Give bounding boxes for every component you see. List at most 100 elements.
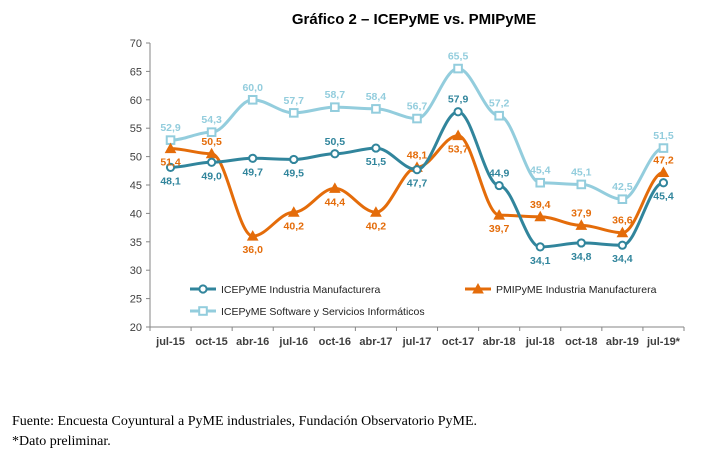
- square-marker: [576, 179, 587, 190]
- data-label: 34,4: [612, 253, 633, 265]
- data-label: 57,7: [284, 95, 305, 107]
- square-marker: [453, 63, 463, 74]
- data-labels: 48,1 51,4 52,9 49,0 50,5 54,3 49,7 36,0 60,0 49,5…: [160, 51, 674, 267]
- y-tick-label: 50: [130, 152, 142, 164]
- x-tick-label: abr-16: [236, 336, 269, 348]
- triangle-marker: [164, 142, 177, 154]
- y-tick-label: 35: [130, 237, 142, 249]
- source-footnote: Fuente: Encuesta Coyuntural a PyME indus…: [12, 414, 478, 429]
- data-label: 39,4: [530, 199, 551, 211]
- square-marker: [617, 194, 628, 204]
- y-tick-label: 45: [130, 180, 142, 192]
- y-tick-label: 65: [130, 66, 142, 78]
- data-label: 58,7: [325, 89, 346, 101]
- data-label: 36,6: [612, 215, 633, 227]
- circle-marker: [248, 153, 258, 163]
- data-label: 57,2: [489, 98, 510, 110]
- data-label: 58,4: [366, 91, 387, 103]
- data-label: 51,4: [160, 157, 181, 169]
- circle-marker: [371, 143, 381, 153]
- square-marker: [658, 143, 669, 153]
- y-tick-label: 70: [130, 38, 142, 50]
- data-label: 45,1: [571, 166, 592, 178]
- y-tick-label: 25: [130, 294, 142, 306]
- y-tick-label: 30: [130, 265, 142, 277]
- triangle-marker: [657, 166, 670, 178]
- legend-item: ICEPyME Software y Servicios Informático…: [190, 306, 425, 318]
- data-label: 44,4: [325, 196, 346, 208]
- x-tick-label: jul-18: [525, 336, 555, 348]
- legend-label: ICEPyME Industria Manufacturera: [221, 284, 380, 296]
- preliminary-footnote: *Dato preliminar.: [12, 434, 111, 449]
- data-label: 60,0: [242, 82, 263, 94]
- data-label: 48,1: [407, 149, 428, 161]
- data-label: 34,8: [571, 251, 592, 263]
- circle-marker: [617, 240, 627, 250]
- square-marker: [330, 102, 340, 112]
- data-label: 47,7: [407, 178, 428, 190]
- data-label: 50,5: [201, 136, 222, 148]
- data-label: 40,2: [366, 220, 387, 232]
- data-label: 48,1: [160, 175, 181, 187]
- data-label: 45,4: [530, 165, 551, 177]
- square-marker: [288, 108, 299, 118]
- square-marker: [494, 110, 504, 121]
- square-marker: [247, 95, 258, 105]
- legend-item: ICEPyME Industria Manufacturera: [190, 284, 380, 296]
- data-label: 34,1: [530, 255, 551, 267]
- data-label: 50,5: [325, 136, 346, 148]
- data-label: 53,7: [448, 144, 469, 156]
- circle-marker: [453, 107, 463, 117]
- x-tick-label: abr-19: [606, 336, 639, 348]
- data-label: 37,9: [571, 207, 592, 219]
- circle-marker: [535, 242, 545, 252]
- data-label: 54,3: [201, 114, 222, 126]
- circle-marker: [207, 157, 217, 167]
- data-label: 56,7: [407, 101, 428, 113]
- legend-triangle-marker: [472, 282, 484, 294]
- square-marker: [371, 104, 381, 114]
- x-tick-label: oct-17: [442, 336, 474, 348]
- circle-marker: [165, 162, 176, 172]
- data-label: 39,7: [489, 223, 510, 235]
- triangle-marker: [370, 206, 382, 217]
- data-label: 47,2: [653, 155, 674, 167]
- legend-square-marker: [198, 306, 208, 316]
- data-label: 45,4: [653, 191, 674, 203]
- data-label: 40,2: [284, 220, 305, 232]
- circle-marker: [658, 178, 669, 188]
- data-label: 36,0: [242, 244, 263, 256]
- data-label: 57,9: [448, 94, 469, 106]
- x-tick-label: jul-15: [155, 336, 185, 348]
- triangle-marker: [328, 182, 341, 193]
- data-label: 49,0: [201, 170, 222, 182]
- legend-item: PMIPyME Industria Manufacturera: [465, 282, 657, 296]
- triangle-marker: [246, 230, 259, 241]
- x-tick-label: oct-16: [319, 336, 351, 348]
- x-tick-label: abr-17: [359, 336, 392, 348]
- x-tick-label: abr-18: [483, 336, 516, 348]
- circle-marker: [330, 149, 340, 159]
- chart-title: Gráfico 2 – ICEPyME vs. PMIPyME: [292, 11, 536, 28]
- square-marker: [535, 177, 546, 188]
- triangle-marker: [287, 206, 300, 217]
- circle-marker: [289, 154, 299, 165]
- legend-label: PMIPyME Industria Manufacturera: [496, 284, 657, 296]
- legend: ICEPyME Industria Manufacturera PMIPyME I…: [190, 282, 657, 318]
- triangle-marker: [493, 209, 506, 220]
- y-tick-label: 55: [130, 123, 142, 135]
- circle-marker: [412, 165, 422, 175]
- data-label: 44,9: [489, 168, 510, 180]
- triangle-marker: [452, 129, 464, 141]
- legend-circle-marker: [198, 284, 208, 294]
- circle-marker: [494, 180, 504, 191]
- circle-marker: [576, 238, 586, 248]
- data-label: 42,5: [612, 181, 633, 193]
- data-label: 51,5: [366, 156, 387, 168]
- x-tick-label: jul-17: [402, 336, 432, 348]
- line-chart: Gráfico 2 – ICEPyME vs. PMIPyME 20 25 30 35…: [130, 11, 685, 348]
- axes: 20 25 30 35 40 45 50 55 60 65 70 jul-15 oct-15 abr-16…: [130, 38, 685, 348]
- data-label: 49,5: [284, 167, 305, 179]
- y-tick-label: 20: [130, 322, 142, 334]
- y-tick-label: 40: [130, 208, 142, 220]
